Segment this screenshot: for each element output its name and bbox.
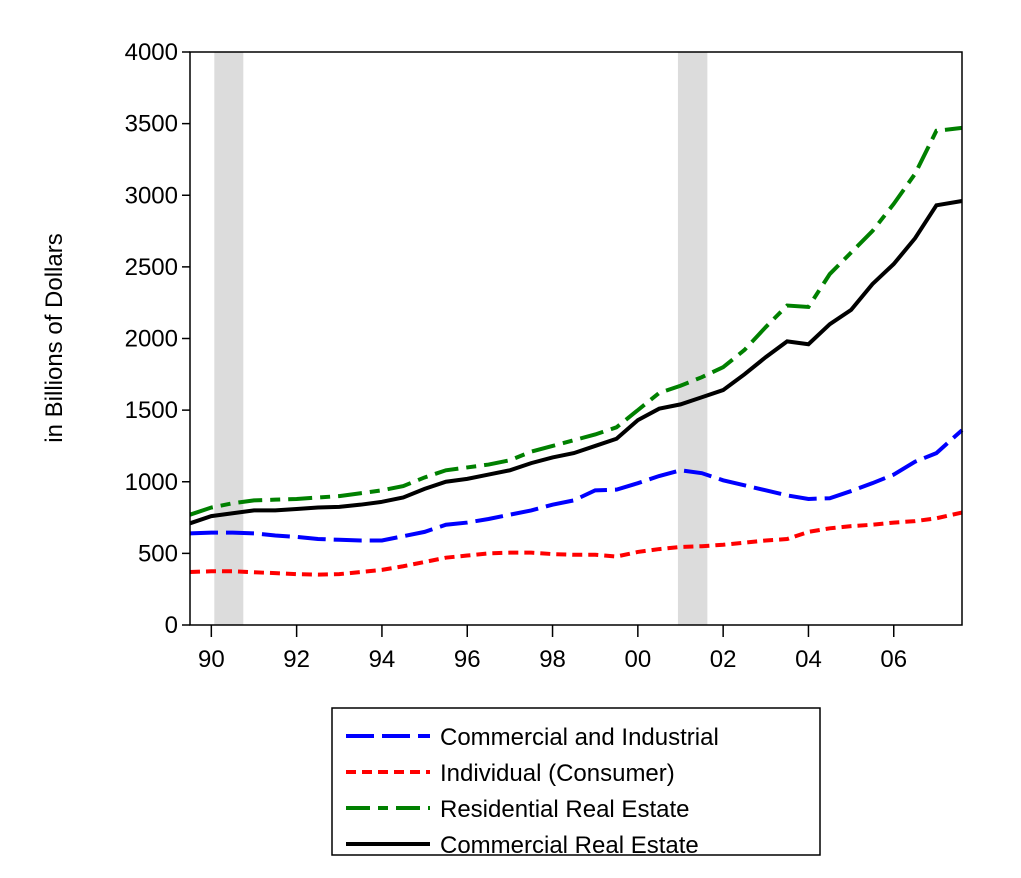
y-tick-label: 2000 [125, 326, 178, 353]
recession-band [677, 52, 708, 625]
y-tick-label: 0 [165, 612, 178, 639]
y-tick-label: 4000 [125, 39, 178, 66]
x-tick-label: 00 [624, 646, 651, 673]
legend-label: Individual (Consumer) [440, 760, 675, 787]
x-tick-label: 98 [539, 646, 566, 673]
legend-box [331, 707, 821, 856]
x-tick-label: 90 [198, 646, 225, 673]
plot-frame [189, 51, 963, 626]
y-tick-label: 3500 [125, 111, 178, 138]
series-line [189, 125, 963, 517]
y-tick-label: 1000 [125, 469, 178, 496]
series-line [189, 510, 963, 577]
x-tick-label: 02 [710, 646, 737, 673]
x-tick-label: 96 [454, 646, 481, 673]
x-tick-label: 04 [795, 646, 822, 673]
x-tick-label: 92 [283, 646, 310, 673]
series-line [189, 199, 963, 526]
y-tick-label: 2500 [125, 254, 178, 281]
y-axis-label: in Billions of Dollars [41, 233, 68, 442]
legend-label: Residential Real Estate [440, 796, 689, 823]
recession-band [214, 52, 244, 625]
x-tick-label: 94 [369, 646, 396, 673]
y-tick-label: 500 [138, 540, 178, 567]
legend-label: Commercial and Industrial [440, 724, 719, 751]
y-tick-label: 3000 [125, 182, 178, 209]
series-line [189, 428, 964, 543]
x-tick-label: 06 [880, 646, 907, 673]
y-tick-label: 1500 [125, 397, 178, 424]
legend-label: Commercial Real Estate [440, 832, 699, 859]
